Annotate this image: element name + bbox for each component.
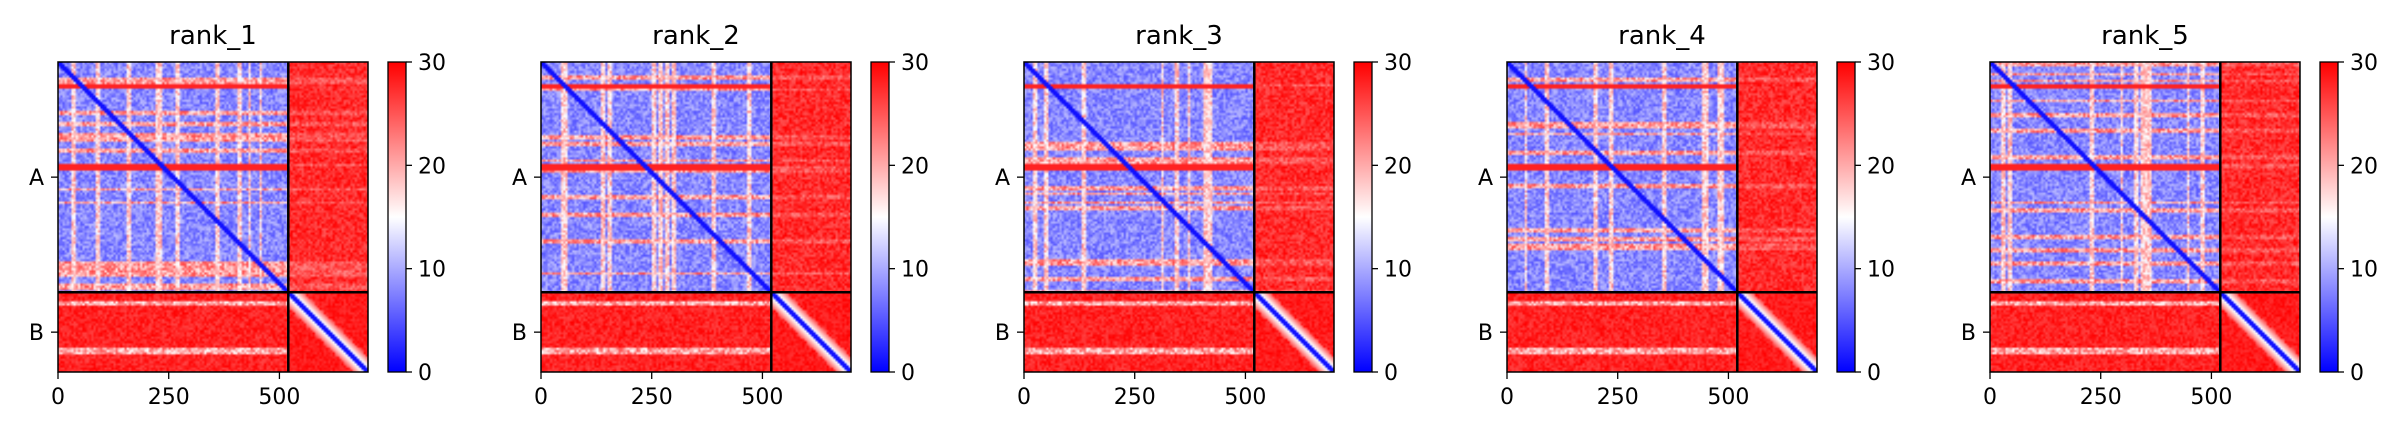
colorbar-tick-label: 30 xyxy=(901,51,929,76)
colorbar xyxy=(2319,61,2339,373)
x-tick-label: 500 xyxy=(741,385,783,410)
colorbar-tick-label: 0 xyxy=(2350,361,2364,386)
chain-label: B xyxy=(1961,321,1976,346)
colorbar-tick-label: 30 xyxy=(2350,51,2378,76)
colorbar-tick-label: 20 xyxy=(1867,154,1895,179)
pae-heatmap xyxy=(1990,62,2300,372)
x-tick-label: 250 xyxy=(2080,385,2122,410)
colorbar-tick-label: 10 xyxy=(2350,258,2378,283)
pae-heatmap xyxy=(58,62,368,372)
x-tick-label: 250 xyxy=(631,385,673,410)
plot-frame xyxy=(1023,61,1335,373)
x-tick-label: 250 xyxy=(1114,385,1156,410)
colorbar-tick-label: 10 xyxy=(901,258,929,283)
panel-title: rank_4 xyxy=(1618,21,1706,51)
chain-label: B xyxy=(1478,321,1493,346)
x-tick-label: 500 xyxy=(2190,385,2232,410)
panel-title: rank_3 xyxy=(1135,21,1223,51)
panel-title: rank_1 xyxy=(169,21,257,51)
colorbar-tick-label: 0 xyxy=(1867,361,1881,386)
colorbar-tick-label: 20 xyxy=(901,154,929,179)
colorbar-tick-label: 10 xyxy=(1384,258,1412,283)
panel-title: rank_5 xyxy=(2101,21,2189,51)
plot-frame xyxy=(57,61,369,373)
chain-label: A xyxy=(995,166,1010,191)
colorbar xyxy=(387,61,407,373)
chain-label: A xyxy=(512,166,527,191)
colorbar-tick-label: 0 xyxy=(901,361,915,386)
colorbar xyxy=(1836,61,1856,373)
chain-label: B xyxy=(512,321,527,346)
x-tick-label: 0 xyxy=(51,385,65,410)
x-tick-label: 500 xyxy=(258,385,300,410)
plot-frame xyxy=(1506,61,1818,373)
colorbar-tick-label: 30 xyxy=(1384,51,1412,76)
colorbar-tick-label: 20 xyxy=(2350,154,2378,179)
x-tick-label: 0 xyxy=(1983,385,1997,410)
chain-label: B xyxy=(995,321,1010,346)
colorbar-tick-label: 0 xyxy=(1384,361,1398,386)
chain-label: A xyxy=(1478,166,1493,191)
colorbar-tick-label: 30 xyxy=(1867,51,1895,76)
colorbar-tick-label: 20 xyxy=(1384,154,1412,179)
x-tick-label: 250 xyxy=(148,385,190,410)
pae-heatmap xyxy=(541,62,851,372)
colorbar-tick-label: 20 xyxy=(418,154,446,179)
x-tick-label: 0 xyxy=(1017,385,1031,410)
colorbar xyxy=(1353,61,1373,373)
colorbar-tick-label: 30 xyxy=(418,51,446,76)
plot-frame xyxy=(540,61,852,373)
x-tick-label: 500 xyxy=(1707,385,1749,410)
panel-title: rank_2 xyxy=(652,21,740,51)
colorbar xyxy=(870,61,890,373)
colorbar-tick-label: 10 xyxy=(418,258,446,283)
x-tick-label: 500 xyxy=(1224,385,1266,410)
colorbar-tick-label: 10 xyxy=(1867,258,1895,283)
pae-heatmap xyxy=(1507,62,1817,372)
plot-frame xyxy=(1989,61,2301,373)
chain-label: A xyxy=(1961,166,1976,191)
chain-label: B xyxy=(29,321,44,346)
x-tick-label: 0 xyxy=(534,385,548,410)
x-tick-label: 250 xyxy=(1597,385,1639,410)
chain-label: A xyxy=(29,166,44,191)
colorbar-tick-label: 0 xyxy=(418,361,432,386)
x-tick-label: 0 xyxy=(1500,385,1514,410)
pae-heatmap xyxy=(1024,62,1334,372)
